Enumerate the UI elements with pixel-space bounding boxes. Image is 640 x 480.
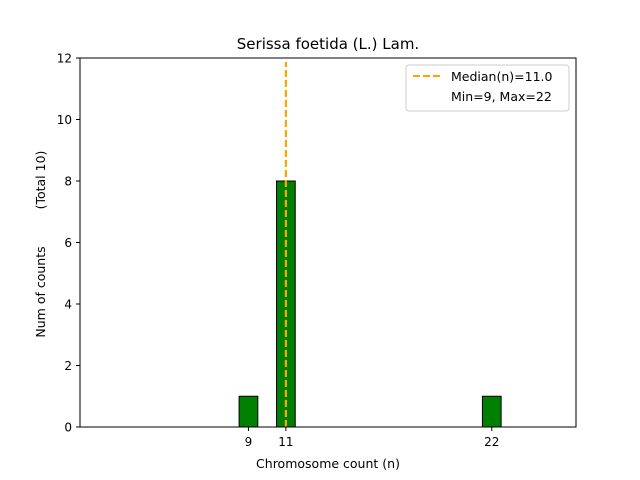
x-axis-label: Chromosome count (n) bbox=[256, 456, 400, 471]
y-tick-label-6: 6 bbox=[64, 236, 72, 250]
y-tick-label-12: 12 bbox=[57, 52, 72, 66]
legend-range-label: Min=9, Max=22 bbox=[451, 89, 552, 104]
chart-title: Serissa foetida (L.) Lam. bbox=[237, 35, 419, 53]
y-axis-total-note: (Total 10) bbox=[33, 151, 48, 210]
x-tick-label-11: 11 bbox=[278, 435, 293, 449]
plot-area: 0 2 4 6 8 10 12 9 11 22 bbox=[57, 52, 577, 449]
legend: Median(n)=11.0 Min=9, Max=22 bbox=[405, 64, 570, 112]
legend-median-label: Median(n)=11.0 bbox=[451, 69, 552, 84]
y-tick-label-8: 8 bbox=[64, 175, 72, 189]
x-tick-label-22: 22 bbox=[484, 435, 499, 449]
y-axis-label: Num of counts bbox=[33, 246, 48, 337]
axes-frame bbox=[79, 57, 577, 428]
bar-22 bbox=[481, 395, 502, 428]
legend-box bbox=[405, 64, 570, 112]
y-tick-label-0: 0 bbox=[64, 421, 72, 435]
x-tick-label-9: 9 bbox=[245, 435, 253, 449]
y-tick-label-4: 4 bbox=[64, 298, 72, 312]
y-tick-label-10: 10 bbox=[57, 113, 72, 127]
bar-9 bbox=[238, 395, 259, 428]
y-tick-label-2: 2 bbox=[64, 359, 72, 373]
